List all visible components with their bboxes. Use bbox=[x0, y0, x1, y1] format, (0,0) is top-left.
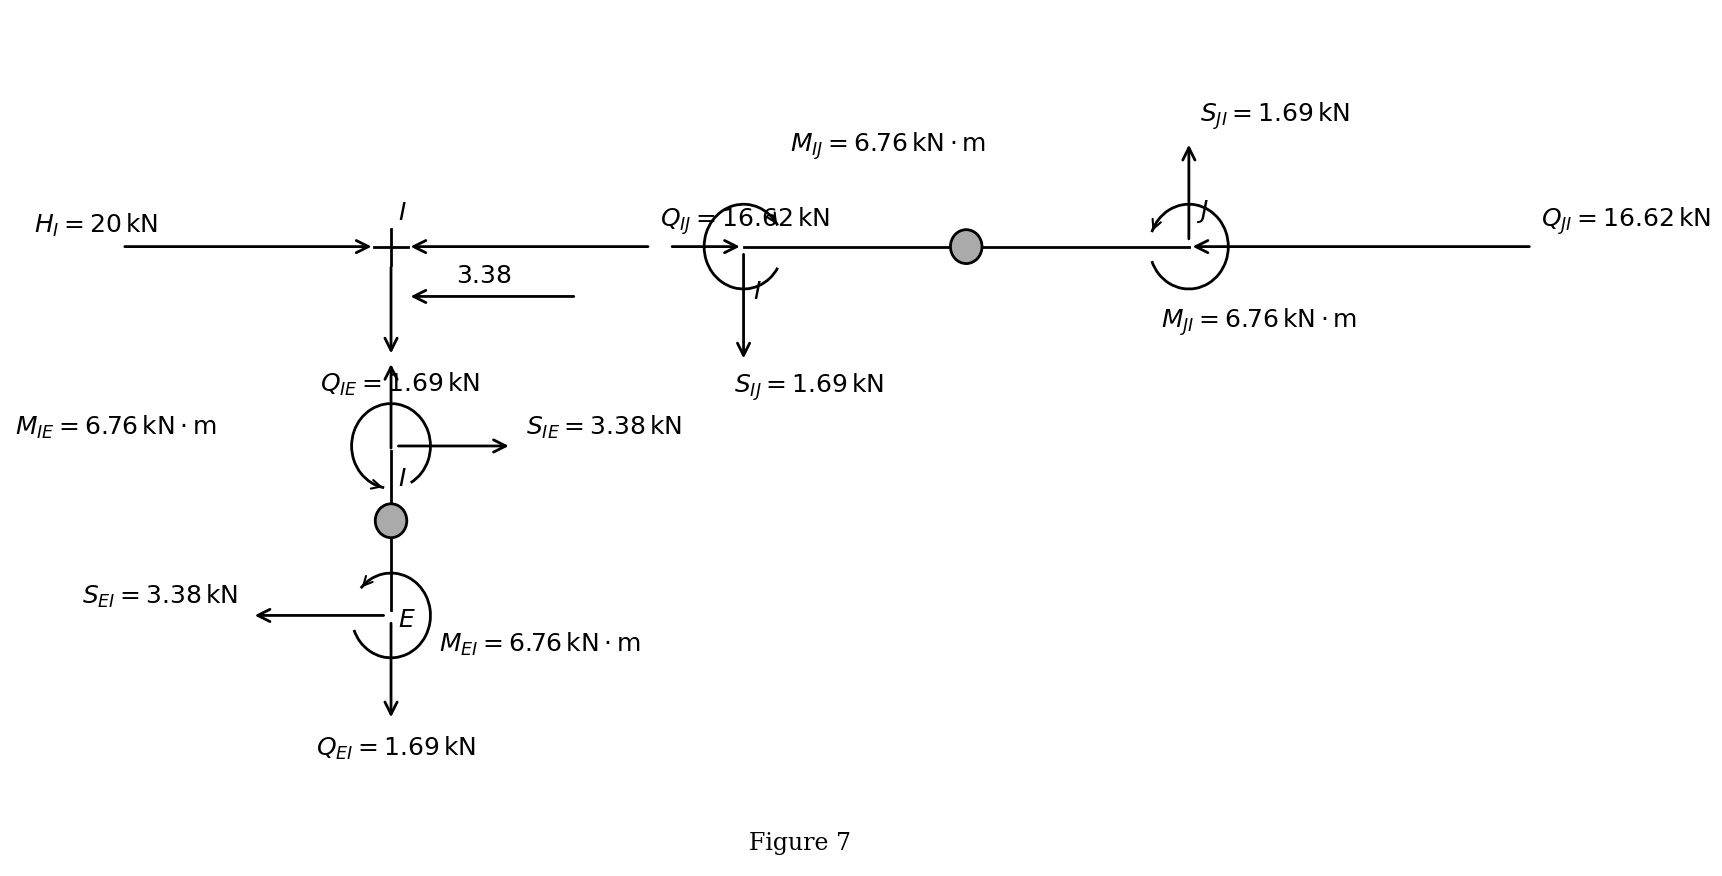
Text: $M_{EI} = 6.76\,\mathrm{kN} \cdot \mathrm{m}$: $M_{EI} = 6.76\,\mathrm{kN} \cdot \mathr… bbox=[439, 631, 641, 658]
Text: $E$: $E$ bbox=[398, 609, 417, 632]
Text: $J$: $J$ bbox=[1197, 198, 1209, 224]
Text: $Q_{IJ} = 16.62\,\mathrm{kN}$: $Q_{IJ} = 16.62\,\mathrm{kN}$ bbox=[660, 205, 830, 237]
Text: $I$: $I$ bbox=[398, 201, 406, 224]
Text: $S_{EI} = 3.38\,\mathrm{kN}$: $S_{EI} = 3.38\,\mathrm{kN}$ bbox=[83, 583, 238, 611]
Text: Figure 7: Figure 7 bbox=[749, 831, 851, 855]
Text: $I$: $I$ bbox=[398, 468, 406, 491]
Text: $Q_{EI} = 1.69\,\mathrm{kN}$: $Q_{EI} = 1.69\,\mathrm{kN}$ bbox=[315, 735, 475, 762]
Circle shape bbox=[951, 230, 982, 264]
Text: $3.38$: $3.38$ bbox=[456, 265, 511, 288]
Text: $S_{IJ} = 1.69\,\mathrm{kN}$: $S_{IJ} = 1.69\,\mathrm{kN}$ bbox=[734, 371, 885, 403]
Text: $Q_{IE} = 1.69\,\mathrm{kN}$: $Q_{IE} = 1.69\,\mathrm{kN}$ bbox=[320, 371, 480, 399]
Text: $I$: $I$ bbox=[753, 281, 761, 305]
Circle shape bbox=[375, 504, 406, 538]
Text: $M_{IJ} = 6.76\,\mathrm{kN} \cdot \mathrm{m}$: $M_{IJ} = 6.76\,\mathrm{kN} \cdot \mathr… bbox=[790, 131, 987, 162]
Text: $H_I = 20\,\mathrm{kN}$: $H_I = 20\,\mathrm{kN}$ bbox=[34, 211, 158, 238]
Text: $S_{JI} = 1.69\,\mathrm{kN}$: $S_{JI} = 1.69\,\mathrm{kN}$ bbox=[1200, 100, 1350, 132]
Text: $S_{IE} = 3.38\,\mathrm{kN}$: $S_{IE} = 3.38\,\mathrm{kN}$ bbox=[525, 413, 682, 441]
Text: $M_{IE} = 6.76\,\mathrm{kN} \cdot \mathrm{m}$: $M_{IE} = 6.76\,\mathrm{kN} \cdot \mathr… bbox=[15, 413, 217, 441]
Text: $Q_{JI} = 16.62\,\mathrm{kN}$: $Q_{JI} = 16.62\,\mathrm{kN}$ bbox=[1541, 205, 1712, 237]
Text: $M_{JI} = 6.76\,\mathrm{kN} \cdot \mathrm{m}$: $M_{JI} = 6.76\,\mathrm{kN} \cdot \mathr… bbox=[1161, 307, 1357, 338]
